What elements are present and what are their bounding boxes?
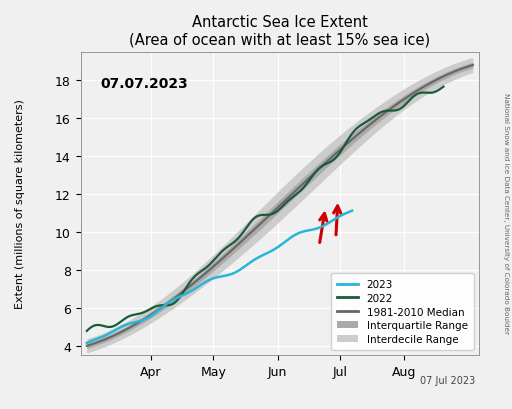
- Text: National Snow and Ice Data Center, University of Colorado Boulder: National Snow and Ice Data Center, Unive…: [503, 92, 509, 333]
- Y-axis label: Extent (millions of square kilometers): Extent (millions of square kilometers): [15, 99, 25, 309]
- Legend: 2023, 2022, 1981-2010 Median, Interquartile Range, Interdecile Range: 2023, 2022, 1981-2010 Median, Interquart…: [331, 273, 474, 350]
- Text: 07 Jul 2023: 07 Jul 2023: [420, 375, 475, 385]
- Title: Antarctic Sea Ice Extent
(Area of ocean with at least 15% sea ice): Antarctic Sea Ice Extent (Area of ocean …: [129, 15, 431, 47]
- Text: 07.07.2023: 07.07.2023: [100, 77, 188, 91]
